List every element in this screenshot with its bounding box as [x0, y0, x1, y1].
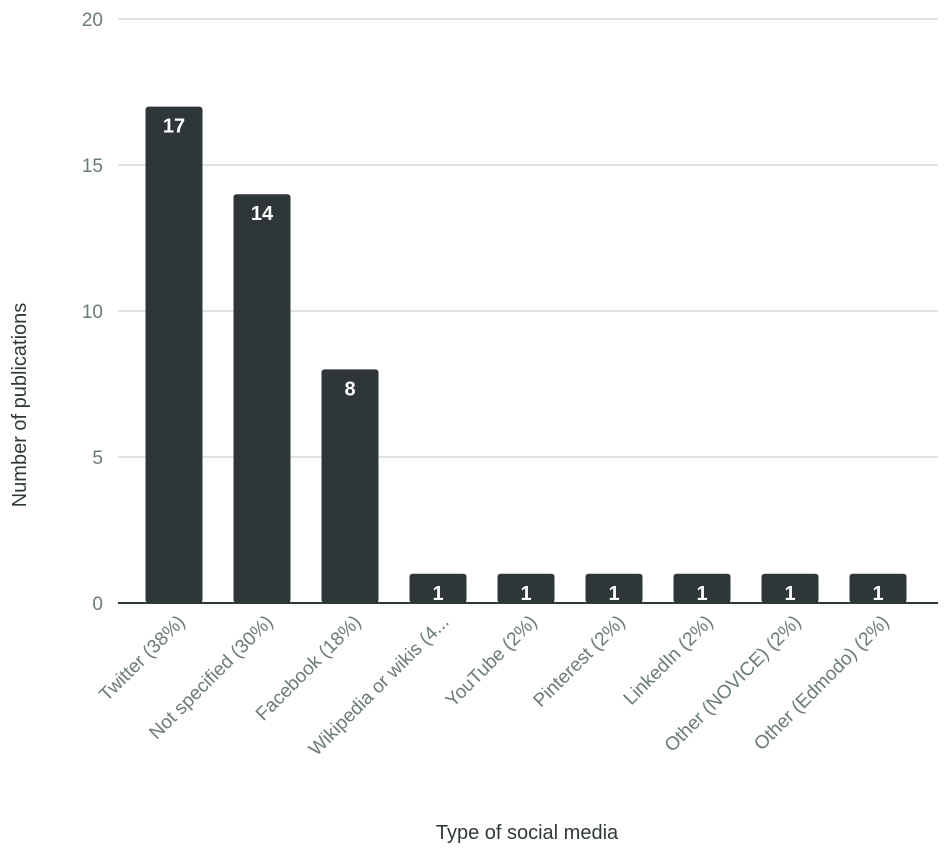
y-tick-label-15: 15: [82, 156, 103, 177]
x-axis-categories: Twitter (38%)Not specified (30%)Facebook…: [96, 612, 894, 760]
bar-wikipedia-or-wikis-4: [409, 573, 467, 603]
bar-linkedin-2: [673, 573, 731, 603]
data-label-pinterest-2: 1: [608, 583, 619, 605]
data-label-facebook-18: 8: [344, 378, 355, 400]
y-tick-label-0: 0: [92, 594, 103, 615]
data-labels: 17 14 8 1 1 1 1 1 1: [163, 116, 884, 605]
data-label-linkedin-2: 1: [696, 583, 707, 605]
x-tick-label-youtube-2: YouTube (2%): [442, 612, 542, 712]
x-tick-label-pinterest-2: Pinterest (2%): [530, 612, 630, 712]
y-tick-label-10: 10: [82, 302, 103, 323]
data-label-twitter-38: 17: [163, 116, 185, 138]
data-label-not-specified-30: 14: [251, 203, 274, 225]
y-axis-title: Number of publications: [9, 303, 31, 508]
y-tick-label-5: 5: [92, 448, 103, 469]
y-axis-ticks: 0 5 10 15 20: [82, 10, 103, 615]
bar-pinterest-2: [585, 573, 643, 603]
data-label-wikipedia-or-wikis-4: 1: [432, 583, 443, 605]
x-tick-label-twitter-38: Twitter (38%): [96, 612, 190, 706]
x-tick-label-linkedin-2: LinkedIn (2%): [620, 612, 718, 710]
bars: [145, 106, 907, 603]
bar-other-novice-2: [761, 573, 819, 603]
bar-twitter-38: [145, 106, 203, 603]
data-label-other-edmodo-2: 1: [872, 583, 883, 605]
x-axis-title: Type of social media: [436, 822, 619, 844]
y-tick-label-20: 20: [82, 10, 103, 31]
bar-not-specified-30: [233, 194, 291, 603]
bar-other-edmodo-2: [849, 573, 907, 603]
data-label-other-novice-2: 1: [784, 583, 795, 605]
bar-youtube-2: [497, 573, 555, 603]
data-label-youtube-2: 1: [520, 583, 531, 605]
bar-facebook-18: [321, 369, 379, 603]
